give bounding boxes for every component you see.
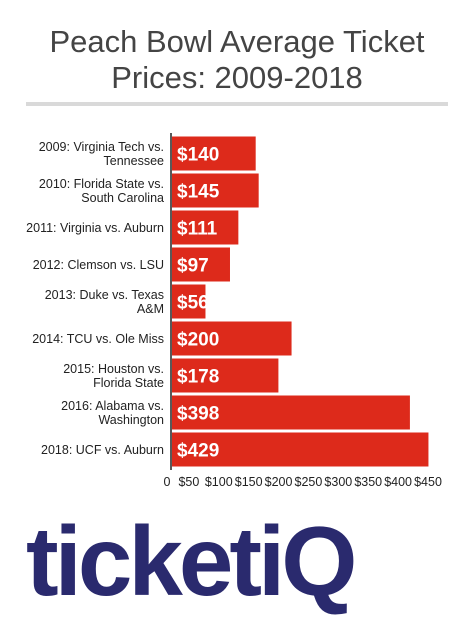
x-tick-label: $400 <box>384 475 412 489</box>
category-label: 2015: Houston vs. <box>63 362 164 376</box>
bar <box>172 432 429 467</box>
category-label: A&M <box>137 302 164 316</box>
bar <box>172 395 410 430</box>
category-label: Tennessee <box>104 154 165 168</box>
category-label: 2018: UCF vs. Auburn <box>41 443 164 457</box>
category-label: 2016: Alabama vs. <box>61 399 164 413</box>
bar <box>172 247 230 282</box>
chart-title: Peach Bowl Average Ticket Prices: 2009-2… <box>0 24 474 96</box>
bar <box>172 210 239 245</box>
chart-title-line-2: Prices: 2009-2018 <box>111 60 363 95</box>
bar-value-label: $200 <box>177 330 219 351</box>
x-tick-label: $150 <box>235 475 263 489</box>
logo-text-iq: iQ <box>258 506 357 616</box>
logo-text-main: ticket <box>26 506 262 616</box>
x-tick-label: $50 <box>178 475 199 489</box>
ticketiq-logo: ticketiQ <box>26 506 452 616</box>
title-divider <box>26 102 448 106</box>
bar-chart: $140 2009: Virginia Tech vs.Tennessee $145… <box>26 133 442 489</box>
category-label: 2014: TCU vs. Ole Miss <box>32 332 164 346</box>
x-tick-label: $250 <box>295 475 323 489</box>
bar-value-label: $398 <box>177 404 219 425</box>
chart-title-line-1: Peach Bowl Average Ticket <box>49 24 425 59</box>
bar-value-label: $145 <box>177 182 220 203</box>
bar-value-label: $97 <box>177 256 209 277</box>
category-label: South Carolina <box>81 191 164 205</box>
x-tick-label: $350 <box>354 475 382 489</box>
x-tick-label: 0 <box>164 475 171 489</box>
x-tick-label: $450 <box>414 475 442 489</box>
x-tick-label: $200 <box>265 475 293 489</box>
bar <box>172 358 279 393</box>
category-label: 2010: Florida State vs. <box>39 177 164 191</box>
category-label: 2009: Virginia Tech vs. <box>39 140 164 154</box>
category-label: 2013: Duke vs. Texas <box>45 288 164 302</box>
logo-wordmark: ticketiQ <box>26 506 358 616</box>
category-label: Washington <box>98 413 164 427</box>
category-label: Florida State <box>93 376 164 390</box>
bar <box>172 284 206 319</box>
x-tick-label: $100 <box>205 475 233 489</box>
bar-value-label: $56 <box>177 293 209 314</box>
bar-value-label: $140 <box>177 145 219 166</box>
x-tick-label: $300 <box>324 475 352 489</box>
category-label: 2012: Clemson vs. LSU <box>33 258 164 272</box>
bar-value-label: $111 <box>177 219 218 240</box>
bar <box>172 321 292 356</box>
bar-value-label: $429 <box>177 441 219 462</box>
bar <box>172 136 256 171</box>
category-label: 2011: Virginia vs. Auburn <box>26 221 164 235</box>
bar <box>172 173 259 208</box>
bar-value-label: $178 <box>177 367 219 388</box>
